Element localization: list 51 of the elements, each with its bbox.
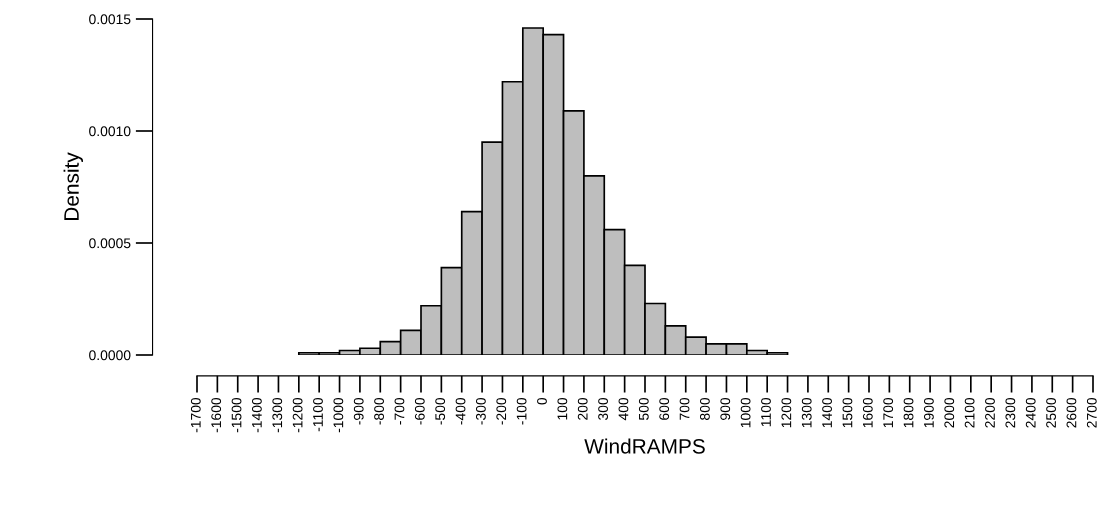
x-tick-label: 2500 (1046, 397, 1056, 428)
x-tick-label: 2000 (944, 397, 955, 428)
x-tick-label: 1700 (883, 397, 894, 428)
x-tick-label: 2700 (1086, 397, 1097, 428)
x-tick-label: 1800 (903, 397, 914, 428)
x-tick-label: -1300 (272, 397, 283, 433)
x-tick-label: 1600 (862, 397, 873, 428)
x-tick-label: 1400 (822, 397, 832, 428)
x-tick-label: -1000 (333, 397, 344, 433)
x-tick-label: 500 (638, 397, 649, 420)
x-tick-label: -1100 (313, 397, 323, 432)
x-tick-label: -200 (496, 397, 507, 425)
x-tick-label: -300 (475, 397, 486, 425)
x-tick-label: -1400 (251, 397, 262, 433)
x-tick-label: 1300 (801, 397, 812, 428)
x-tick-label: 2400 (1025, 397, 1036, 428)
x-tick-label: 1500 (842, 397, 853, 428)
x-tick-label: -1600 (211, 397, 222, 433)
x-tick-label: 600 (659, 397, 670, 420)
x-axis-title: WindRAMPS (584, 438, 705, 454)
x-tick-label: 400 (618, 397, 629, 421)
x-tick-label: 1900 (923, 397, 934, 428)
x-tick-label: 300 (598, 397, 608, 420)
x-tick-label: 1200 (781, 397, 792, 428)
x-tick-label: 1100 (761, 397, 771, 427)
x-tick-label: -1700 (190, 397, 201, 433)
x-tick-label: 0 (537, 397, 547, 405)
x-tick-label: 800 (699, 397, 710, 420)
x-tick-label: 2300 (1005, 397, 1016, 428)
x-tick-label: -500 (435, 397, 446, 425)
x-tick-label: 700 (679, 397, 690, 420)
y-tick-label: 0.0015 (89, 14, 131, 25)
y-axis-title: Density (63, 152, 83, 221)
x-tick-label: 900 (720, 397, 731, 420)
y-tick-label: 0.0000 (89, 350, 131, 361)
y-tick-label: 0.0005 (89, 238, 131, 249)
x-tick-label: -900 (353, 397, 364, 425)
x-tick-label: -1500 (231, 397, 242, 433)
x-tick-label: 100 (557, 397, 568, 420)
x-tick-label: 2100 (964, 397, 975, 428)
x-tick-label: 200 (577, 397, 588, 420)
x-tick-label: 2200 (985, 397, 995, 428)
x-tick-label: 1000 (740, 397, 751, 428)
x-tick-label: -400 (455, 397, 466, 425)
y-tick-label: 0.0010 (89, 126, 131, 137)
x-tick-label: 2600 (1066, 397, 1077, 428)
x-tick-label: -100 (516, 397, 527, 425)
x-tick-label: -600 (414, 397, 425, 425)
x-tick-label: -800 (374, 397, 384, 425)
x-tick-label: -700 (394, 397, 405, 425)
x-tick-label: -1200 (292, 397, 303, 433)
